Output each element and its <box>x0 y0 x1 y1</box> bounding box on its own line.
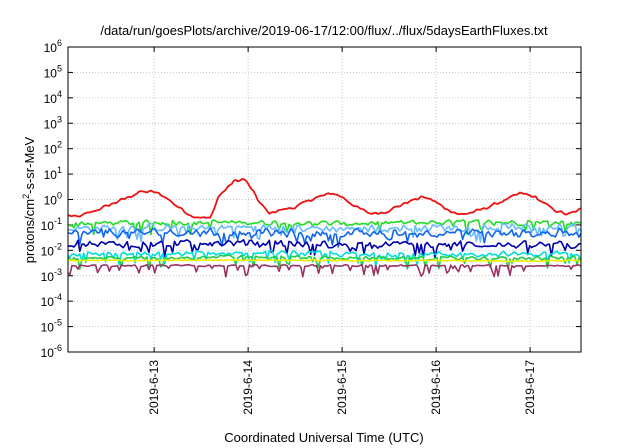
y-tick-base: 10 <box>44 92 58 106</box>
y-tick-exp: -2 <box>54 241 62 251</box>
y-tick-base: 10 <box>41 295 55 309</box>
y-tick-label: 10-5 <box>41 318 62 335</box>
y-tick-exp: 5 <box>57 63 62 73</box>
series-line <box>67 219 582 236</box>
y-tick-label: 106 <box>44 38 62 55</box>
y-tick-exp: 3 <box>57 114 62 124</box>
y-tick-label: 10-3 <box>41 267 62 284</box>
y-tick-base: 10 <box>41 219 55 233</box>
x-tick-label: 2019-6-16 <box>429 360 443 415</box>
y-tick-exp: 1 <box>57 165 62 175</box>
y-tick-label: 100 <box>44 191 62 208</box>
y-tick-base: 10 <box>41 270 55 284</box>
y-tick-base: 10 <box>41 321 55 335</box>
y-tick-base: 10 <box>41 244 55 258</box>
y-tick-labels: 10610510410310210110010-110-210-310-410-… <box>41 38 62 360</box>
chart-title: /data/run/goesPlots/archive/2019-06-17/1… <box>100 23 548 38</box>
x-tick-label: 2019-6-13 <box>147 360 161 415</box>
y-tick-base: 10 <box>44 117 58 131</box>
series-group <box>67 178 582 278</box>
y-tick-exp: 0 <box>57 191 62 201</box>
plot-frame <box>67 46 582 353</box>
y-tick-base: 10 <box>44 168 58 182</box>
series-line <box>67 254 581 270</box>
x-tick-labels: 2019-6-13 2019-6-14 2019-6-15 2019-6-16 2019… <box>147 360 537 415</box>
y-tick-label: 10-4 <box>41 292 62 309</box>
y-tick-label: 105 <box>44 63 62 80</box>
y-tick-exp: 6 <box>57 38 62 48</box>
series-line <box>67 227 582 248</box>
y-tick-base: 10 <box>44 143 58 157</box>
series-line <box>67 178 582 219</box>
y-tick-label: 103 <box>44 114 62 131</box>
y-tick-label: 102 <box>44 140 62 157</box>
y-tick-exp: -5 <box>54 318 62 328</box>
y-tick-exp: -3 <box>54 267 62 277</box>
series-line <box>67 222 582 243</box>
y-tick-exp: 2 <box>57 140 62 150</box>
y-tick-exp: 4 <box>57 89 62 99</box>
y-tick-label: 10-2 <box>41 241 62 258</box>
y-tick-exp: -1 <box>54 216 62 226</box>
x-tick-label: 2019-6-17 <box>523 360 537 415</box>
y-axis-label: protons/cm2-s-sr-MeV <box>21 136 37 263</box>
y-tick-label: 104 <box>44 89 62 106</box>
y-tick-exp: -4 <box>54 292 62 302</box>
y-tick-base: 10 <box>44 194 58 208</box>
x-tick-label: 2019-6-14 <box>241 360 255 415</box>
x-tick-label: 2019-6-15 <box>335 360 349 415</box>
y-tick-base: 10 <box>41 346 55 360</box>
y-tick-label: 10-1 <box>41 216 62 233</box>
y-tick-base: 10 <box>44 41 58 55</box>
x-axis-label: Coordinated Universal Time (UTC) <box>224 430 423 445</box>
series-line <box>67 258 582 263</box>
series-line <box>67 263 582 278</box>
series-line <box>67 249 582 268</box>
series-line <box>67 239 582 259</box>
y-tick-exp: -6 <box>54 343 62 353</box>
y-tick-base: 10 <box>44 66 58 80</box>
y-tick-label: 101 <box>44 165 62 182</box>
y-tick-label: 10-6 <box>41 343 62 360</box>
